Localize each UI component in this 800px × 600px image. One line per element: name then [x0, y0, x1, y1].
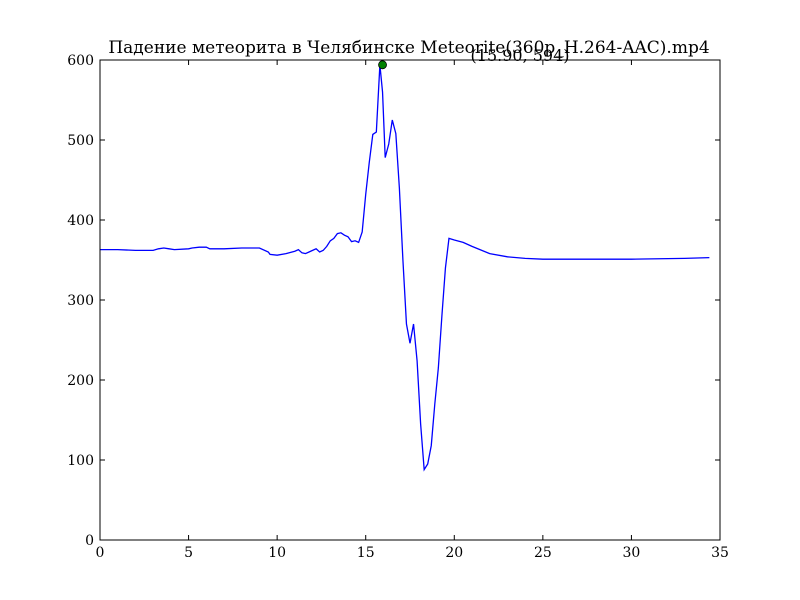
y-tick-label: 300 — [67, 293, 94, 309]
x-tick-label: 35 — [711, 545, 729, 561]
x-tick-label: 10 — [268, 545, 286, 561]
x-tick-label: 0 — [96, 545, 105, 561]
x-tick-label: 25 — [534, 545, 552, 561]
x-tick-label: 15 — [357, 545, 375, 561]
series-line-0 — [100, 64, 710, 472]
y-tick-label: 100 — [67, 453, 94, 469]
peak-marker — [378, 60, 387, 70]
plot-area — [100, 64, 710, 472]
y-tick-label: 500 — [67, 133, 94, 149]
y-tick-label: 0 — [85, 533, 94, 549]
peak-annotation-label: (15.90, 594) — [471, 46, 570, 65]
x-tick-label: 30 — [623, 545, 641, 561]
x-tick-label: 20 — [445, 545, 463, 561]
y-tick-label: 200 — [67, 373, 94, 389]
y-tick-label: 600 — [67, 53, 94, 69]
annotations: (15.90, 594) — [378, 46, 570, 70]
axis-ticks: 0 5 10 15 20 25 30 35 0 100 200 300 400 500 600 — [67, 53, 729, 561]
x-tick-label: 5 — [184, 545, 193, 561]
chart-title: Падение метеорита в Челябинске Meteorite… — [108, 38, 709, 58]
y-tick-label: 400 — [67, 213, 94, 229]
